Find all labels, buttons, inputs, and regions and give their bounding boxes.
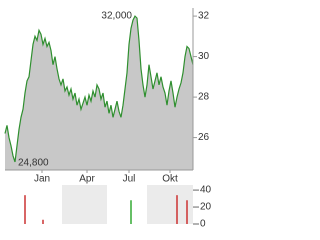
bar bbox=[24, 195, 26, 224]
y-tick-label: 0 bbox=[200, 219, 206, 230]
y-tick-label: 20 bbox=[200, 202, 212, 213]
y-tick-label: 32 bbox=[198, 11, 210, 22]
bar bbox=[42, 219, 44, 224]
annotation: 32,000 bbox=[101, 11, 132, 22]
period-band bbox=[147, 185, 193, 224]
y-tick-label: 40 bbox=[200, 185, 212, 196]
x-tick-label: Apr bbox=[79, 174, 95, 185]
y-tick-label: 30 bbox=[198, 51, 210, 62]
price-line bbox=[4, 15, 194, 163]
x-tick-label: Okt bbox=[162, 174, 178, 185]
area bbox=[5, 16, 193, 170]
bar bbox=[130, 200, 132, 224]
y-tick-label: 28 bbox=[198, 92, 210, 103]
period-band bbox=[62, 185, 107, 224]
bar bbox=[176, 195, 178, 224]
bar bbox=[186, 200, 188, 224]
x-tick-label: Jul bbox=[123, 174, 136, 185]
x-tick-label: Jan bbox=[34, 174, 50, 185]
chart: 26 28 30 32 Jan Apr Jul Okt 32,000 24,800 0 20 40 bbox=[4, 8, 212, 230]
annotation: 24,800 bbox=[18, 158, 49, 169]
y-tick-label: 26 bbox=[198, 132, 210, 143]
